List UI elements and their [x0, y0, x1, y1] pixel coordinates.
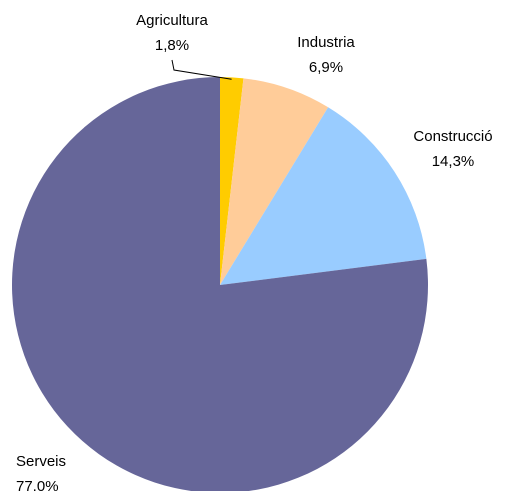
pie-slice-serveis — [12, 77, 428, 491]
pie-slice-construcci — [220, 107, 427, 285]
slice-label-value: 77,0% — [16, 478, 59, 491]
slice-label-value: 14,3% — [432, 153, 475, 170]
slice-label-name: Construcció — [413, 128, 492, 145]
slice-label-name: Agricultura — [136, 12, 208, 29]
pie-labels: Agricultura 1,8% Industria 6,9% Construcció 1… — [16, 12, 493, 491]
agricultura-leader-line — [171, 59, 232, 80]
pie-slice-industria — [220, 78, 329, 285]
slice-label-name: Industria — [297, 34, 355, 51]
slice-label-name: Serveis — [16, 453, 66, 470]
pie-slice-agricultura — [220, 77, 244, 285]
slice-label-value: 6,9% — [309, 59, 343, 76]
pie-slices — [12, 77, 428, 491]
slice-label-value: 1,8% — [155, 37, 189, 54]
